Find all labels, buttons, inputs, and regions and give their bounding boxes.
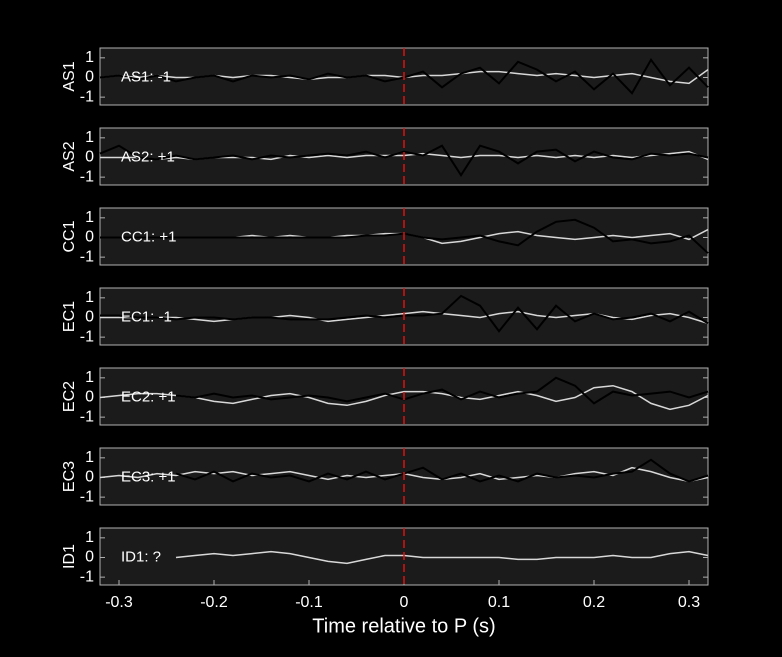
- y-tick-label: 0: [85, 149, 94, 166]
- x-tick-label: 0.3: [678, 594, 700, 611]
- x-tick-label: 0.1: [488, 594, 510, 611]
- y-axis-label: EC3: [61, 461, 78, 492]
- trace: [175, 376, 709, 405]
- annotation: ID1: ?: [121, 548, 161, 565]
- y-tick-label: 0: [85, 69, 94, 86]
- trace: [99, 144, 709, 178]
- y-tick-label: 0: [85, 229, 94, 246]
- y-tick-label: 0: [85, 469, 94, 486]
- y-axis-label: ID1: [61, 544, 78, 569]
- y-tick-label: 0: [85, 389, 94, 406]
- y-tick-label: 1: [85, 49, 94, 66]
- y-tick-label: 1: [85, 449, 94, 466]
- y-axis-label: EC1: [61, 301, 78, 332]
- x-tick-label: 0: [400, 594, 409, 611]
- annotation: AS1: -1: [121, 68, 171, 85]
- trace: [175, 458, 709, 483]
- y-tick-label: -1: [80, 248, 94, 265]
- annotation: EC2: +1: [121, 388, 176, 405]
- y-axis-label: CC1: [61, 220, 78, 252]
- trace: [99, 384, 709, 411]
- annotation: AS2: +1: [121, 148, 175, 165]
- y-tick-label: -1: [80, 88, 94, 105]
- y-axis-label: AS1: [61, 61, 78, 91]
- annotation: EC3: +1: [121, 468, 176, 485]
- annotation: CC1: +1: [121, 228, 176, 245]
- y-tick-label: -1: [80, 568, 94, 585]
- y-tick-label: -1: [80, 168, 94, 185]
- y-axis-label: AS2: [61, 141, 78, 171]
- y-tick-label: 0: [85, 549, 94, 566]
- x-axis-label: Time relative to P (s): [312, 615, 495, 637]
- y-tick-label: 1: [85, 369, 94, 386]
- y-tick-label: 1: [85, 209, 94, 226]
- x-tick-label: 0.2: [583, 594, 605, 611]
- annotation: EC1: -1: [121, 308, 172, 325]
- y-tick-label: 1: [85, 289, 94, 306]
- y-tick-label: 1: [85, 529, 94, 546]
- x-tick-label: -0.1: [295, 594, 323, 611]
- y-axis-label: EC2: [61, 381, 78, 412]
- y-tick-label: -1: [80, 488, 94, 505]
- y-tick-label: 1: [85, 129, 94, 146]
- x-tick-label: -0.3: [105, 594, 133, 611]
- y-tick-label: 0: [85, 309, 94, 326]
- x-tick-label: -0.2: [200, 594, 228, 611]
- trace: [175, 550, 709, 565]
- y-tick-label: -1: [80, 328, 94, 345]
- y-tick-label: -1: [80, 408, 94, 425]
